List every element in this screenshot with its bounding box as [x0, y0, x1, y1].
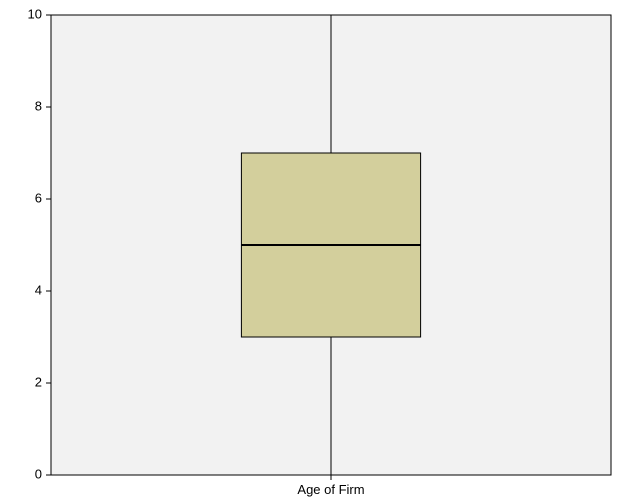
y-tick-label: 8: [35, 98, 42, 113]
y-tick-label: 10: [28, 6, 42, 21]
y-tick-label: 4: [35, 282, 42, 297]
x-axis-label: Age of Firm: [297, 482, 364, 497]
y-tick-label: 6: [35, 190, 42, 205]
boxplot-chart: 0 2 4 6 8 10 Age of Firm: [0, 0, 626, 501]
y-tick-label: 0: [35, 466, 42, 481]
y-tick-label: 2: [35, 374, 42, 389]
